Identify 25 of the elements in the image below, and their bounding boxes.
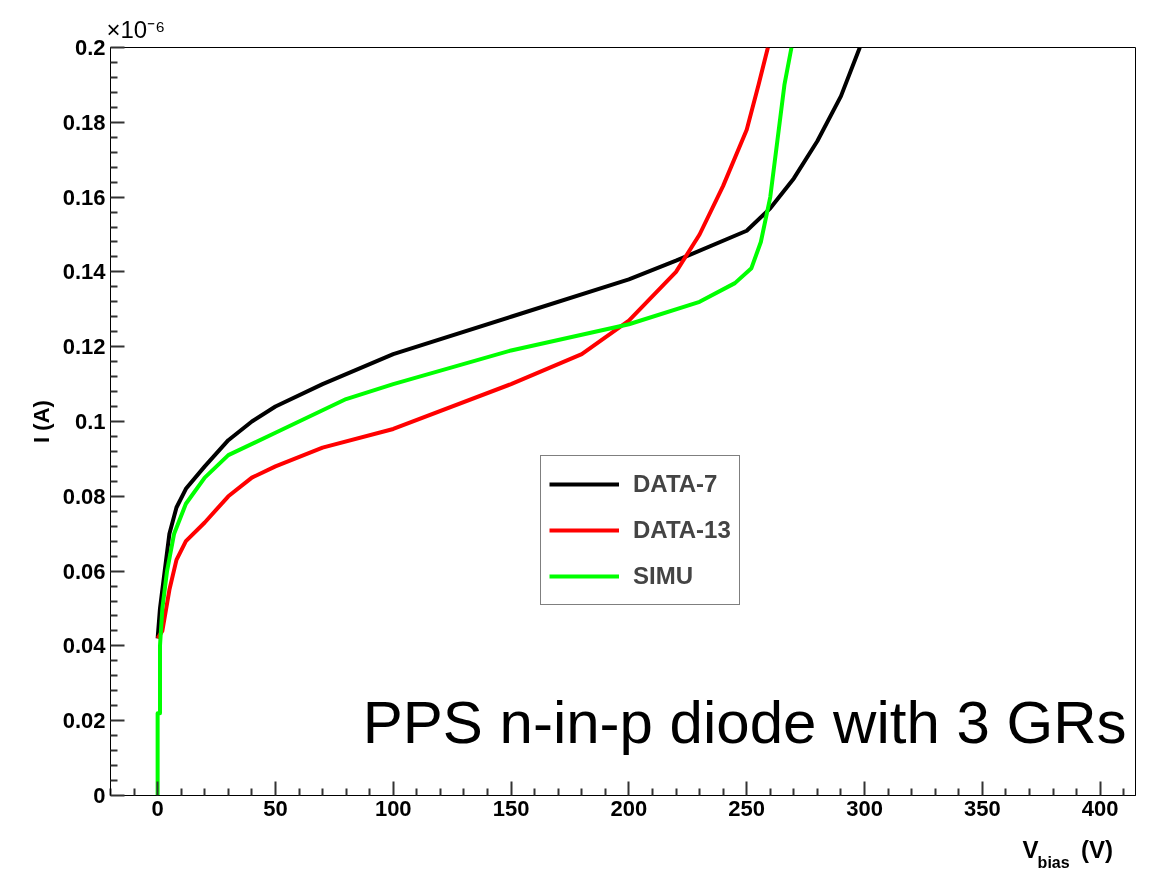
y-tick-label: 0.08 xyxy=(62,483,106,509)
y-tick-label: 0.06 xyxy=(62,558,106,584)
y-tick-label: 0.16 xyxy=(62,184,106,210)
y-tick-label: 0.2 xyxy=(74,35,106,60)
x-tick-label: 400 xyxy=(1081,795,1119,821)
x-tick-label: 0 xyxy=(151,795,164,821)
x-tick-label: 50 xyxy=(263,795,288,821)
y-tick-label: 0.02 xyxy=(62,708,106,734)
legend-label: DATA-13 xyxy=(633,516,731,544)
legend-label: SIMU xyxy=(633,562,693,590)
y-tick-label: 0.14 xyxy=(62,259,107,285)
x-tick-label: 300 xyxy=(846,795,883,821)
y-tick-label: 0.12 xyxy=(62,334,106,360)
y-tick-label: 0.04 xyxy=(62,633,107,659)
annotation: PPS n-in-p diode with 3 GRs xyxy=(362,688,1127,756)
y-tick-label: 0.1 xyxy=(74,409,106,434)
x-tick-label: 250 xyxy=(728,795,766,821)
x-tick-label: 100 xyxy=(374,795,412,821)
y-tick-label: 0.18 xyxy=(62,109,106,135)
x-tick-label: 350 xyxy=(963,795,1001,821)
y-axis-title: I (A) xyxy=(28,400,54,443)
legend-label: DATA-7 xyxy=(633,470,718,498)
x-tick-label: 150 xyxy=(492,795,530,821)
text: ×10⁻⁶ xyxy=(106,15,166,43)
x-tick-label: 200 xyxy=(610,795,648,821)
